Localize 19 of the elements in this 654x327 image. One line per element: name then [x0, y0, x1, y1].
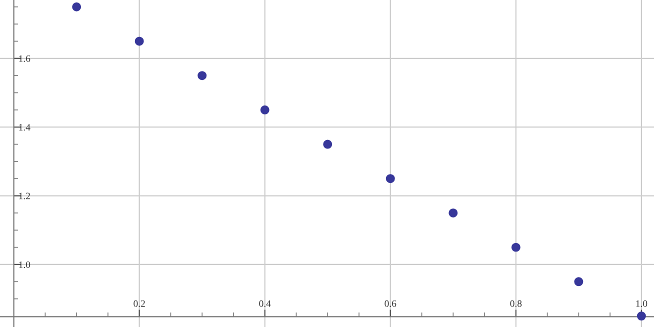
x-tick-label: 0.4	[259, 300, 271, 307]
x-tick-label: 0.8	[510, 300, 522, 307]
point	[260, 105, 270, 114]
point	[511, 242, 520, 252]
point	[72, 2, 82, 12]
point	[636, 312, 646, 321]
point	[448, 208, 458, 218]
x-tick-label: 0.6	[384, 300, 396, 307]
point	[323, 140, 332, 149]
point	[574, 277, 584, 286]
x-tick-label: 0.2	[134, 300, 145, 307]
y-tick-label: 1.2	[19, 192, 30, 200]
point	[134, 36, 144, 46]
y-tick-label: 1.4	[19, 124, 30, 131]
point	[198, 71, 207, 80]
point	[386, 174, 395, 184]
y-tick-label: 1.0	[19, 261, 30, 268]
y-tick-label: 1.6	[19, 55, 30, 62]
x-tick-label: 1.0	[636, 300, 648, 307]
